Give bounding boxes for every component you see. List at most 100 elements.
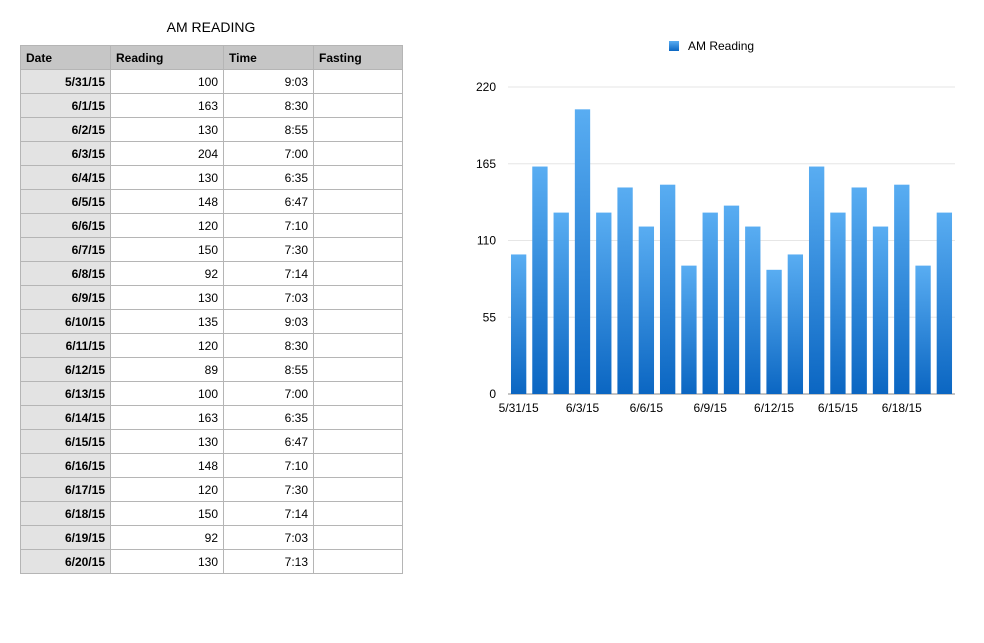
bar-6-11-15[interactable]	[745, 226, 761, 394]
cell-time[interactable]: 7:30	[223, 477, 314, 502]
cell-fasting[interactable]	[313, 213, 403, 238]
bar-6-3-15[interactable]	[574, 109, 591, 394]
cell-reading[interactable]: 130	[110, 429, 224, 454]
cell-fasting[interactable]	[313, 405, 403, 430]
cell-date[interactable]: 6/19/15	[20, 525, 111, 550]
cell-time[interactable]: 9:03	[223, 309, 314, 334]
cell-time[interactable]: 7:14	[223, 501, 314, 526]
cell-reading[interactable]: 163	[110, 93, 224, 118]
cell-date[interactable]: 6/13/15	[20, 381, 111, 406]
bar-6-2-15[interactable]	[553, 212, 569, 394]
header-time[interactable]: Time	[223, 45, 314, 70]
cell-fasting[interactable]	[313, 381, 403, 406]
cell-fasting[interactable]	[313, 501, 403, 526]
cell-time[interactable]: 7:03	[223, 285, 314, 310]
cell-fasting[interactable]	[313, 285, 403, 310]
cell-fasting[interactable]	[313, 165, 403, 190]
cell-date[interactable]: 6/16/15	[20, 453, 111, 478]
cell-reading[interactable]: 163	[110, 405, 224, 430]
cell-date[interactable]: 6/3/15	[20, 141, 111, 166]
cell-fasting[interactable]	[313, 333, 403, 358]
cell-date[interactable]: 6/12/15	[20, 357, 111, 382]
cell-time[interactable]: 9:03	[223, 69, 314, 94]
bar-6-10-15[interactable]	[723, 205, 740, 394]
cell-time[interactable]: 6:35	[223, 405, 314, 430]
cell-date[interactable]: 6/17/15	[20, 477, 111, 502]
cell-reading[interactable]: 92	[110, 525, 224, 550]
cell-date[interactable]: 6/10/15	[20, 309, 111, 334]
cell-time[interactable]: 7:13	[223, 549, 314, 574]
cell-reading[interactable]: 120	[110, 213, 224, 238]
cell-date[interactable]: 5/31/15	[20, 69, 111, 94]
cell-date[interactable]: 6/11/15	[20, 333, 111, 358]
cell-time[interactable]: 7:10	[223, 213, 314, 238]
cell-date[interactable]: 6/14/15	[20, 405, 111, 430]
cell-reading[interactable]: 150	[110, 501, 224, 526]
cell-time[interactable]: 8:30	[223, 333, 314, 358]
cell-time[interactable]: 6:35	[223, 165, 314, 190]
cell-date[interactable]: 6/1/15	[20, 93, 111, 118]
cell-time[interactable]: 6:47	[223, 189, 314, 214]
bar-6-1-15[interactable]	[532, 166, 548, 394]
cell-fasting[interactable]	[313, 141, 403, 166]
cell-fasting[interactable]	[313, 69, 403, 94]
bar-6-16-15[interactable]	[851, 187, 867, 394]
bar-6-8-15[interactable]	[681, 265, 697, 394]
cell-reading[interactable]: 150	[110, 237, 224, 262]
bar-6-13-15[interactable]	[787, 254, 804, 394]
cell-time[interactable]: 8:30	[223, 93, 314, 118]
cell-reading[interactable]: 100	[110, 381, 224, 406]
cell-reading[interactable]: 135	[110, 309, 224, 334]
cell-fasting[interactable]	[313, 93, 403, 118]
cell-fasting[interactable]	[313, 429, 403, 454]
bar-6-17-15[interactable]	[872, 226, 889, 394]
cell-date[interactable]: 6/4/15	[20, 165, 111, 190]
bar-6-18-15[interactable]	[894, 184, 910, 394]
bar-6-9-15[interactable]	[702, 212, 718, 394]
cell-date[interactable]: 6/9/15	[20, 285, 111, 310]
cell-time[interactable]: 7:03	[223, 525, 314, 550]
cell-time[interactable]: 8:55	[223, 117, 314, 142]
cell-date[interactable]: 6/18/15	[20, 501, 111, 526]
cell-time[interactable]: 6:47	[223, 429, 314, 454]
cell-fasting[interactable]	[313, 309, 403, 334]
cell-date[interactable]: 6/2/15	[20, 117, 111, 142]
bar-6-12-15[interactable]	[766, 269, 782, 394]
cell-time[interactable]: 7:10	[223, 453, 314, 478]
cell-fasting[interactable]	[313, 357, 403, 382]
cell-time[interactable]: 7:30	[223, 237, 314, 262]
cell-fasting[interactable]	[313, 237, 403, 262]
bar-6-6-15[interactable]	[638, 226, 655, 394]
cell-reading[interactable]: 130	[110, 165, 224, 190]
cell-reading[interactable]: 148	[110, 189, 224, 214]
header-date[interactable]: Date	[20, 45, 111, 70]
cell-reading[interactable]: 130	[110, 549, 224, 574]
cell-date[interactable]: 6/5/15	[20, 189, 111, 214]
cell-date[interactable]: 6/20/15	[20, 549, 111, 574]
cell-date[interactable]: 6/7/15	[20, 237, 111, 262]
cell-time[interactable]: 7:00	[223, 381, 314, 406]
bar-6-20-15[interactable]	[936, 212, 953, 394]
bar-6-5-15[interactable]	[617, 187, 633, 394]
header-reading[interactable]: Reading	[110, 45, 224, 70]
bar-5-31-15[interactable]	[510, 254, 527, 394]
cell-time[interactable]: 7:00	[223, 141, 314, 166]
cell-fasting[interactable]	[313, 189, 403, 214]
cell-reading[interactable]: 92	[110, 261, 224, 286]
cell-fasting[interactable]	[313, 525, 403, 550]
header-fasting[interactable]: Fasting	[313, 45, 403, 70]
cell-reading[interactable]: 130	[110, 117, 224, 142]
cell-reading[interactable]: 130	[110, 285, 224, 310]
bar-6-15-15[interactable]	[830, 212, 846, 394]
cell-date[interactable]: 6/6/15	[20, 213, 111, 238]
bar-6-4-15[interactable]	[596, 212, 612, 394]
cell-reading[interactable]: 120	[110, 333, 224, 358]
cell-reading[interactable]: 148	[110, 453, 224, 478]
cell-fasting[interactable]	[313, 549, 403, 574]
cell-reading[interactable]: 89	[110, 357, 224, 382]
cell-date[interactable]: 6/8/15	[20, 261, 111, 286]
bar-6-19-15[interactable]	[915, 265, 931, 394]
bar-6-14-15[interactable]	[808, 166, 825, 394]
bar-6-7-15[interactable]	[659, 184, 676, 394]
cell-reading[interactable]: 120	[110, 477, 224, 502]
